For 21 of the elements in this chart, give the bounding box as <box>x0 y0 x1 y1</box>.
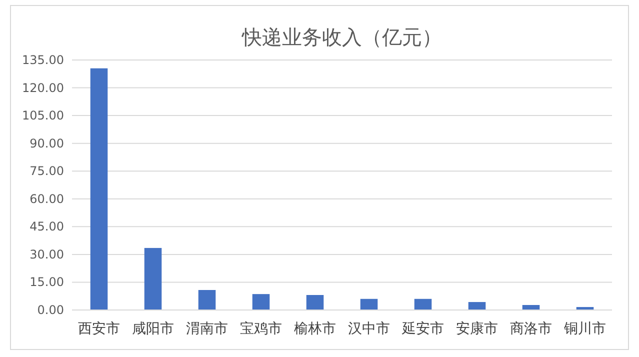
xtick: 安康市 <box>456 321 498 337</box>
ytick: 0.00 <box>37 303 64 317</box>
ytick: 45.00 <box>30 220 64 234</box>
xtick: 宝鸡市 <box>240 321 282 337</box>
xtick: 延安市 <box>402 321 444 337</box>
xtick: 铜川市 <box>564 321 606 337</box>
ytick: 105.00 <box>22 108 64 123</box>
ytick: 120.00 <box>22 80 64 95</box>
xtick: 渭南市 <box>186 321 228 337</box>
ytick: 90.00 <box>30 136 64 150</box>
ytick: 30.00 <box>30 247 64 262</box>
title: 快递业务收入（亿元） <box>242 25 442 49</box>
ytick: 60.00 <box>30 192 64 206</box>
ytick: 15.00 <box>30 275 64 290</box>
ytick: 75.00 <box>30 164 64 178</box>
xtick: 咸阳市 <box>132 321 174 337</box>
xtick: 商洛市 <box>510 321 552 337</box>
xtick: 汉中市 <box>348 321 390 337</box>
xtick: 榆林市 <box>294 321 336 337</box>
xtick: 西安市 <box>78 321 120 337</box>
ytick: 135.00 <box>22 53 64 67</box>
